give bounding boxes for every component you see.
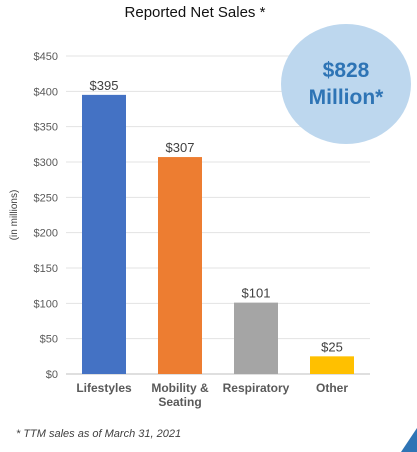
x-tick-label: Lifestyles — [76, 381, 132, 395]
y-tick-label: $150 — [34, 263, 58, 275]
callout-amount: $828 — [322, 59, 370, 82]
x-tick-label: Other — [316, 381, 348, 395]
y-tick-label: $200 — [34, 228, 58, 240]
data-label: $25 — [321, 339, 343, 354]
x-tick-label: Mobility & — [151, 381, 209, 395]
chart-title: Reported Net Sales * — [124, 4, 266, 21]
x-tick-labels: Lifestyles Mobility &Seating Respiratory Ot… — [76, 381, 348, 409]
data-label: $395 — [90, 78, 119, 93]
y-tick-labels: $0 $50 $100 $150 $200 $250 $300 $350 $400 $450 — [34, 51, 58, 381]
bar — [82, 94, 126, 374]
x-tick-label: Seating — [158, 395, 201, 409]
y-tick-label: $250 — [34, 192, 58, 204]
bar — [234, 302, 278, 374]
bars — [82, 94, 354, 374]
x-tick-label: Respiratory — [223, 381, 290, 395]
callout-unit: Million* — [308, 86, 384, 109]
y-tick-label: $350 — [34, 122, 58, 134]
footnote: * TTM sales as of March 31, 2021 — [16, 428, 182, 440]
total-sales-callout: $828 Million* — [281, 24, 411, 144]
data-label: $307 — [166, 140, 195, 155]
y-tick-label: $0 — [46, 369, 58, 381]
y-axis-label: (in millions) — [9, 190, 20, 241]
bar — [310, 356, 354, 374]
data-labels: $395 $307 $101 $25 — [90, 78, 343, 354]
y-tick-label: $100 — [34, 298, 58, 310]
y-tick-label: $400 — [34, 86, 58, 98]
y-tick-label: $50 — [40, 334, 58, 346]
data-label: $101 — [242, 286, 271, 301]
bar — [158, 157, 202, 374]
corner-accent — [401, 428, 417, 452]
y-tick-label: $300 — [34, 157, 58, 169]
gridlines — [66, 55, 370, 375]
y-tick-label: $450 — [34, 51, 58, 63]
